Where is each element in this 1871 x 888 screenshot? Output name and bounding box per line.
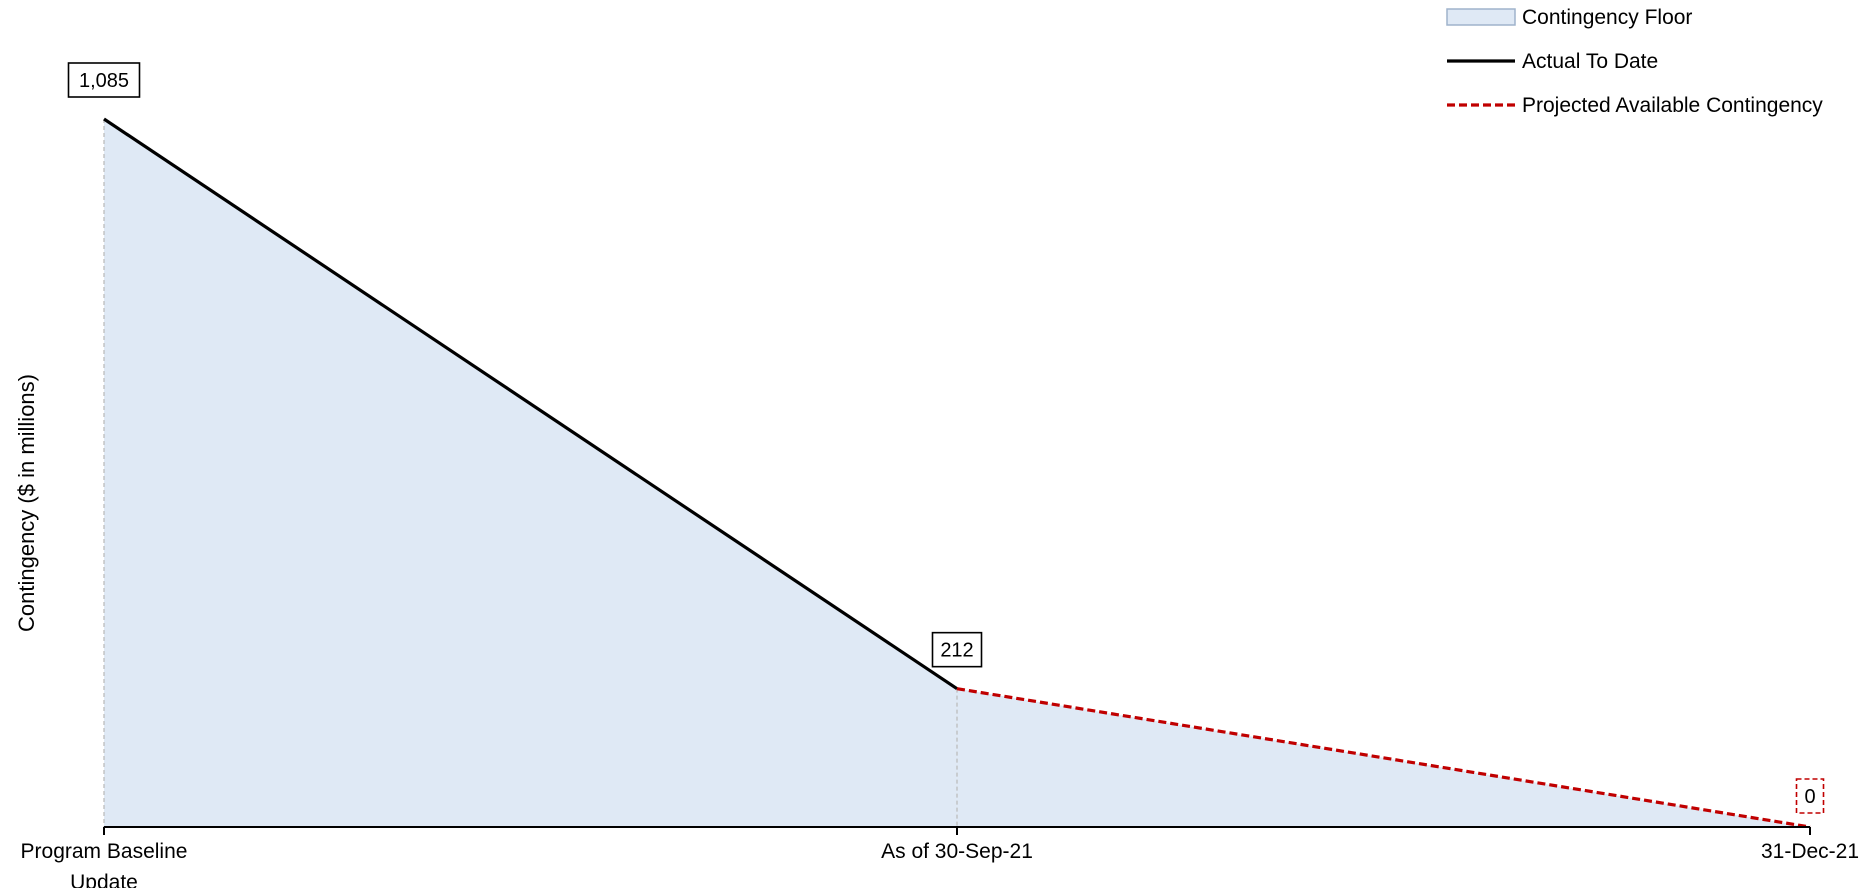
x-tick-label: Program Baseline [21,840,188,863]
x-tick-label: As of 30-Sep-21 [881,840,1033,863]
projected-contingency-line [956,687,1811,829]
y-axis-label: Contingency ($ in millions) [14,374,39,632]
data-label-box [1795,778,1825,814]
actual-to-date-line [103,117,958,690]
legend-label: Contingency Floor [1522,6,1692,29]
x-tick-label: 31-Dec-21 [1761,840,1859,863]
data-label: 212 [940,640,973,662]
contingency-floor-area [104,119,1810,827]
legend-label: Projected Available Contingency [1522,94,1823,117]
data-label-box [931,631,983,668]
data-label-box [67,62,141,98]
x-tick-label: Update [70,871,138,888]
legend-label: Actual To Date [1522,50,1658,73]
data-label: 0 [1804,786,1815,808]
legend-swatch-contingency-floor [1446,8,1516,26]
data-label: 1,085 [79,70,129,92]
